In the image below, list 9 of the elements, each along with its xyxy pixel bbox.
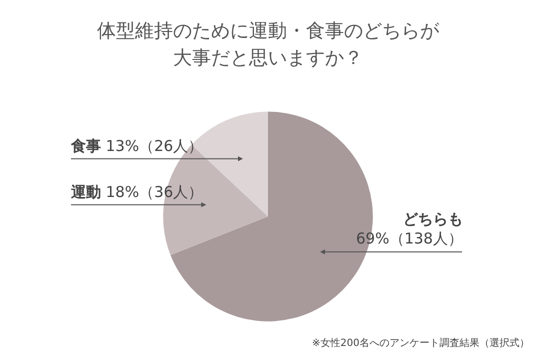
slice-label: 運動 xyxy=(70,183,101,201)
pie-slice xyxy=(192,112,268,216)
slice-label: 食事 xyxy=(70,137,101,155)
chart-title: 体型維持のために運動・食事のどちらが大事だと思いますか？ xyxy=(96,19,440,71)
data-label: 18%（36人） xyxy=(106,183,204,201)
data-label: 13%（26人） xyxy=(106,137,204,155)
data-label: 69%（138人） xyxy=(356,230,463,248)
slice-label: どちらも xyxy=(402,210,463,228)
text: ※女性200名へのアンケート調査結果（選択式） xyxy=(312,337,530,349)
